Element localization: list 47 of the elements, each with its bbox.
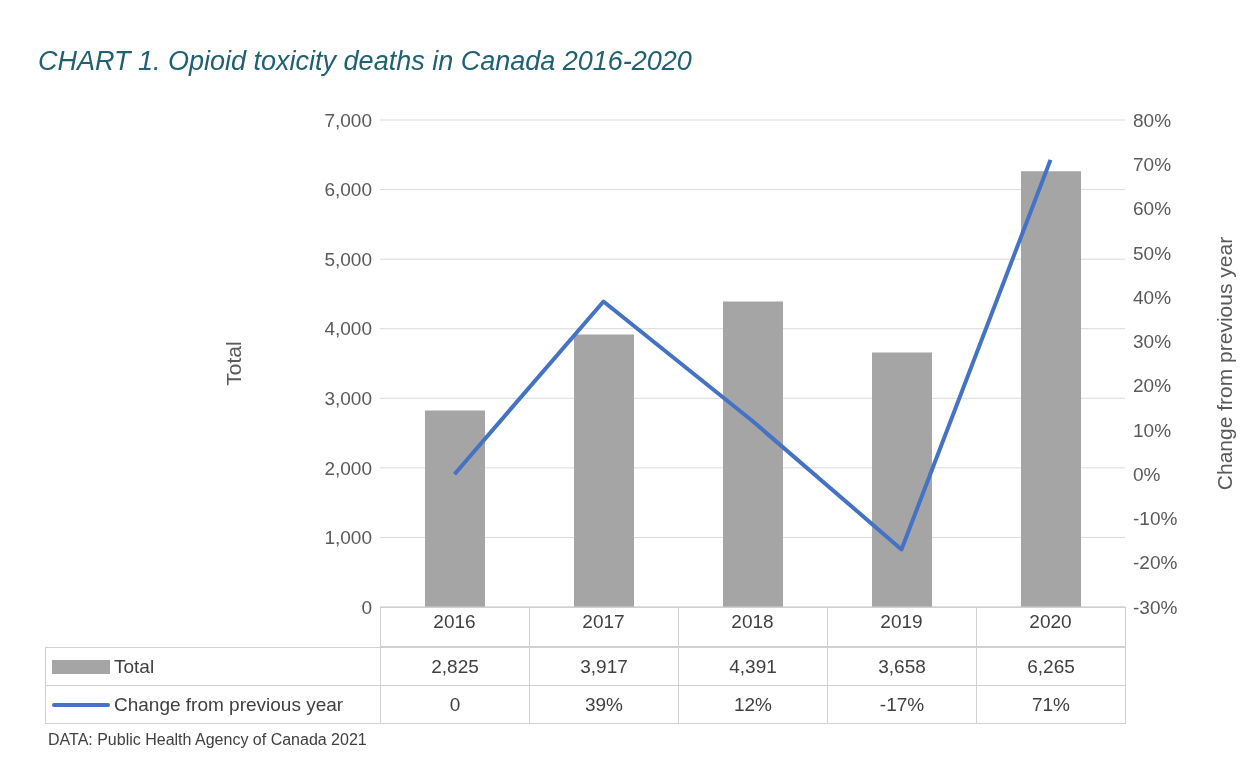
legend-label: Total: [114, 655, 155, 678]
text: DATA: Public Health Agency of Canada 2021: [48, 731, 367, 749]
data-label: 12%: [678, 685, 828, 724]
data-label: 2,825: [380, 647, 530, 686]
bar: [425, 410, 485, 607]
data-label: 4,391: [678, 647, 828, 686]
y-tick-label: 2,000: [324, 457, 372, 479]
y-tick-label: 4,000: [324, 318, 372, 340]
chart-title: CHART 1. Opioid toxicity deaths in Canada 2016-2020: [38, 46, 692, 77]
data-label: 6,265: [976, 647, 1126, 686]
x-tick-label: 2019: [880, 611, 923, 633]
data-label: 3,917: [529, 647, 679, 686]
x-tick-label: 2020: [1029, 611, 1072, 633]
y2-tick-label: 30%: [1133, 331, 1172, 353]
y2-tick-label: -30%: [1133, 596, 1178, 618]
y-tick-label: 3,000: [324, 388, 372, 410]
y2-tick-label: 10%: [1133, 419, 1172, 441]
x-tick-label: 2017: [582, 611, 625, 633]
data-label: -17%: [827, 685, 977, 724]
y2-tick-label: 80%: [1133, 109, 1172, 131]
y2-tick-label: 70%: [1133, 154, 1172, 176]
x-tick-label: 2018: [731, 611, 774, 633]
y2-tick-label: 50%: [1133, 242, 1172, 264]
line-series: [452, 157, 1053, 552]
data-label: 71%: [976, 685, 1126, 724]
y2-tick-label: 40%: [1133, 286, 1172, 308]
data-label: 3,658: [827, 647, 977, 686]
y2-tick-label: 60%: [1133, 198, 1172, 220]
y-axis-title: Total: [222, 341, 246, 386]
bar: [574, 334, 634, 607]
y-tick-label: 5,000: [324, 248, 372, 270]
bar: [1021, 171, 1081, 607]
y2-tick-label: 20%: [1133, 375, 1172, 397]
y2-tick-label: -10%: [1133, 508, 1178, 530]
legend-label: Change from previous year: [114, 693, 344, 716]
data-label: 39%: [529, 685, 679, 724]
y2-tick-label: 0%: [1133, 463, 1161, 485]
bar: [723, 301, 783, 607]
y-tick-label: 1,000: [324, 527, 372, 549]
y-tick-label: 6,000: [324, 179, 372, 201]
data-label: 0: [380, 685, 530, 724]
x-tick-label: 2016: [433, 611, 476, 633]
y2-tick-label: -20%: [1133, 552, 1178, 574]
y-tick-label: 0: [361, 596, 372, 618]
bar: [872, 352, 932, 607]
y2-axis-title: Change from previous year: [1213, 236, 1237, 491]
y-tick-label: 7,000: [324, 109, 372, 131]
